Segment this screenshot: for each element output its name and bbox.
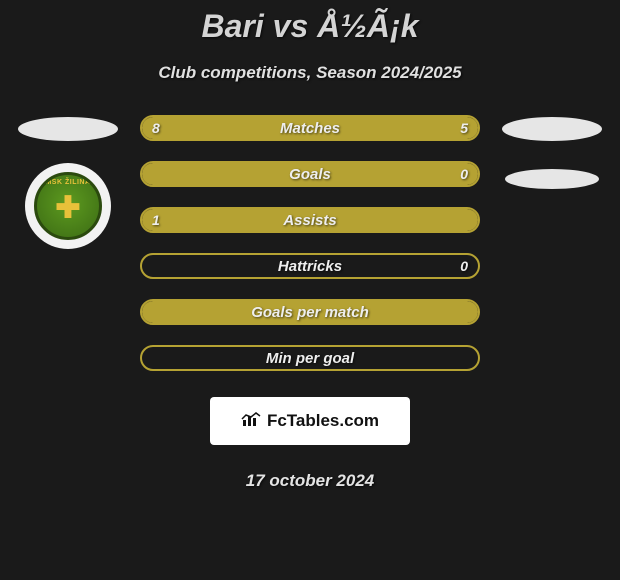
season-subtitle: Club competitions, Season 2024/2025 [0, 63, 620, 83]
stat-row-matches: 8 Matches 5 [140, 115, 480, 141]
snapshot-date: 17 october 2024 [246, 471, 375, 491]
stat-label: Matches [280, 120, 340, 137]
stat-left-value: 8 [152, 120, 160, 136]
placeholder-ellipse [502, 117, 602, 141]
stat-right-value: 0 [460, 166, 468, 182]
stat-fill-right [350, 117, 478, 139]
stat-row-goals: Goals 0 [140, 161, 480, 187]
crest-shield: MŠK ŽILINA ✚ [34, 172, 102, 240]
crest-cross-icon: ✚ [55, 193, 80, 223]
stat-label: Assists [283, 212, 336, 229]
stat-label: Goals [289, 166, 331, 183]
source-watermark[interactable]: FcTables.com [210, 397, 410, 445]
placeholder-ellipse [18, 117, 118, 141]
stat-right-value: 0 [460, 258, 468, 274]
chart-icon [241, 411, 261, 432]
stat-label: Min per goal [266, 350, 354, 367]
stat-row-assists: 1 Assists [140, 207, 480, 233]
stat-right-value: 5 [460, 120, 468, 136]
placeholder-ellipse [505, 169, 599, 189]
stat-row-hattricks: Hattricks 0 [140, 253, 480, 279]
crest-text: MŠK ŽILINA [45, 179, 90, 186]
right-team-column [502, 115, 602, 189]
page-title: Bari vs Å½Ã¡k [0, 8, 620, 45]
comparison-card: Bari vs Å½Ã¡k Club competitions, Season … [0, 0, 620, 491]
stat-left-value: 1 [152, 212, 160, 228]
stat-label: Goals per match [251, 304, 369, 321]
team-crest-left: MŠK ŽILINA ✚ [25, 163, 111, 249]
stat-row-min-per-goal: Min per goal [140, 345, 480, 371]
stat-row-goals-per-match: Goals per match [140, 299, 480, 325]
watermark-text: FcTables.com [267, 411, 379, 431]
stat-label: Hattricks [278, 258, 342, 275]
content-row: MŠK ŽILINA ✚ 8 Matches 5 Goals 0 1 [0, 115, 620, 491]
stats-column: 8 Matches 5 Goals 0 1 Assists Hattricks … [140, 115, 480, 491]
left-team-column: MŠK ŽILINA ✚ [18, 115, 118, 249]
